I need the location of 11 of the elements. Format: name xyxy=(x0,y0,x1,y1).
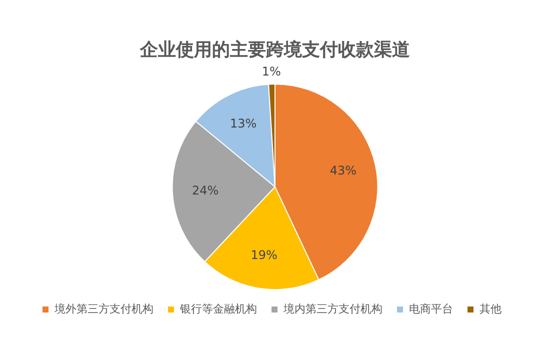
legend-label: 其他 xyxy=(480,302,502,316)
chart-title: 企业使用的主要跨境支付收款渠道 xyxy=(139,39,410,60)
data-label: 13% xyxy=(230,116,257,131)
data-label: 43% xyxy=(330,164,356,178)
legend-label: 电商平台 xyxy=(409,302,453,316)
data-label: 19% xyxy=(250,248,278,262)
data-label: 24% xyxy=(192,183,219,198)
legend-label: 银行等金融机构 xyxy=(179,302,257,316)
legend-label: 境内第三方支付机构 xyxy=(282,302,382,316)
legend-label: 境外第三方支付机构 xyxy=(54,302,154,316)
data-label: 1% xyxy=(262,64,281,78)
